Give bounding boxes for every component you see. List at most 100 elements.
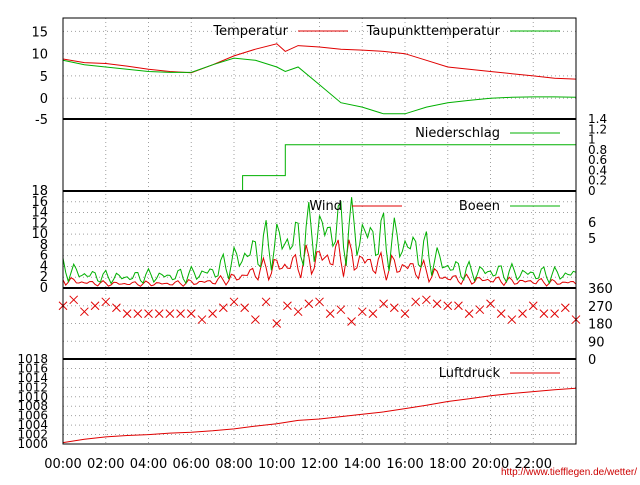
marker-stroke	[528, 301, 538, 311]
marker-stroke	[347, 317, 356, 326]
wind-direction-marker	[101, 297, 111, 307]
wind-direction-marker	[304, 299, 314, 309]
x-tick-label: 00:00	[44, 457, 81, 472]
x-tick-label: 18:00	[429, 457, 466, 472]
niederschlag-legend-label: Niederschlag	[415, 126, 500, 141]
wind-direction-marker	[208, 309, 217, 318]
marker-stroke	[560, 303, 570, 313]
wind-direction-marker	[165, 309, 175, 318]
marker-stroke	[539, 309, 549, 318]
marker-stroke	[368, 309, 378, 318]
marker-stroke	[379, 299, 388, 309]
y-tick-label: 1008	[17, 399, 48, 413]
marker-stroke	[197, 315, 207, 324]
wind-direction-marker	[154, 309, 164, 318]
marker-stroke	[133, 309, 143, 318]
y-tick-label-right: 180	[588, 318, 613, 333]
wind-direction-marker	[325, 309, 335, 318]
series-line-niederschlag	[63, 144, 576, 192]
series-line-boeen	[62, 197, 577, 285]
marker-stroke	[261, 297, 271, 307]
y-tick-label: 10	[31, 48, 48, 63]
plot-frame	[62, 17, 577, 445]
frame-layer	[62, 17, 577, 445]
y-tick-label: 16	[31, 195, 48, 210]
y-tick-label: 1006	[17, 409, 48, 423]
wind-direction-marker	[272, 319, 282, 328]
wind-direction-marker	[379, 299, 388, 309]
y-tick-label: 14	[31, 206, 48, 221]
y-tick-label: 0	[40, 281, 48, 296]
marker-stroke	[218, 303, 228, 313]
marker-stroke	[336, 305, 346, 315]
marker-stroke	[400, 309, 410, 318]
wind-direction-marker	[176, 309, 185, 318]
marker-stroke	[80, 307, 89, 317]
marker-stroke	[496, 309, 506, 318]
wind-direction-marker	[454, 301, 463, 311]
series-line-temperatur	[62, 43, 577, 80]
wind-direction-marker	[411, 297, 421, 307]
marker-stroke	[315, 297, 324, 307]
marker-stroke	[454, 301, 463, 311]
marker-stroke	[507, 315, 517, 324]
y-tick-label-right: 1.2	[588, 122, 607, 136]
wind-direction-marker	[539, 309, 549, 318]
y-tick-label: 1016	[17, 361, 48, 375]
luftdruck-legend-label: Luftdruck	[439, 366, 501, 381]
y-tick-label-right: 270	[588, 300, 613, 315]
wind-direction-marker	[251, 315, 260, 324]
y-tick-label: 1014	[17, 371, 48, 385]
x-tick-label: 14:00	[344, 457, 381, 472]
credit-link[interactable]: http://www.tiefflegen.de/wetter/	[501, 467, 637, 478]
x-tick-label: 12:00	[301, 457, 338, 472]
y-tick-label-right: 1.4	[588, 112, 607, 126]
wind-direction-marker	[240, 303, 250, 313]
marker-stroke	[165, 309, 175, 318]
boeen-legend-label: Boeen	[459, 199, 500, 214]
wind-direction-marker	[389, 303, 399, 313]
marker-stroke	[251, 315, 260, 324]
y-tick-label: 12	[31, 216, 48, 231]
x-tick-label: 04:00	[130, 457, 167, 472]
wind-direction-marker	[443, 301, 453, 311]
taupunkttemperatur-legend-label: Taupunkttemperatur	[366, 24, 501, 39]
wind-direction-marker	[507, 315, 517, 324]
wind-direction-marker	[293, 307, 303, 317]
marker-stroke	[293, 307, 303, 317]
y-tick-label-right: 360	[588, 282, 613, 297]
x-tick-label: 06:00	[173, 457, 210, 472]
y-tick-label: 10	[31, 227, 48, 242]
wind-direction-marker	[518, 309, 527, 318]
marker-stroke	[90, 301, 100, 311]
y-tick-label: 1012	[17, 380, 48, 394]
x-tick-label: 08:00	[215, 457, 252, 472]
y-tick-label: 1018	[17, 352, 48, 366]
y-tick-label-right: 0	[588, 353, 596, 368]
y-tick-label: 8	[40, 238, 48, 253]
marker-stroke	[101, 297, 111, 307]
wind-direction-marker	[144, 309, 153, 318]
marker-stroke	[486, 299, 495, 309]
wind-direction-marker	[186, 309, 196, 318]
marker-stroke	[464, 309, 474, 318]
marker-stroke	[357, 307, 367, 317]
temperatur-legend-label: Temperatur	[212, 24, 288, 39]
label-layer: 00:00 02:00 04:00 06:00 08:00 10:00 12:00 14:00…	[17, 24, 612, 472]
marker-stroke	[154, 309, 164, 318]
y-tick-label: 5	[40, 70, 48, 85]
series-line-wind	[62, 239, 577, 287]
wind-direction-marker	[400, 309, 410, 318]
wind-direction-marker	[90, 301, 100, 311]
wind-direction-marker	[368, 309, 378, 318]
x-tick-label: 16:00	[386, 457, 423, 472]
wind-direction-marker	[261, 297, 271, 307]
wind-direction-marker	[315, 297, 324, 307]
wind-direction-marker	[283, 301, 292, 311]
y-tick-label-right: 5	[588, 232, 596, 247]
series-line-luftdruck	[62, 387, 577, 444]
y-tick-label: 15	[31, 25, 48, 40]
x-tick-label: 22:00	[515, 457, 552, 472]
wind-direction-marker	[422, 295, 431, 305]
y-tick-label-right: 1	[588, 133, 596, 147]
